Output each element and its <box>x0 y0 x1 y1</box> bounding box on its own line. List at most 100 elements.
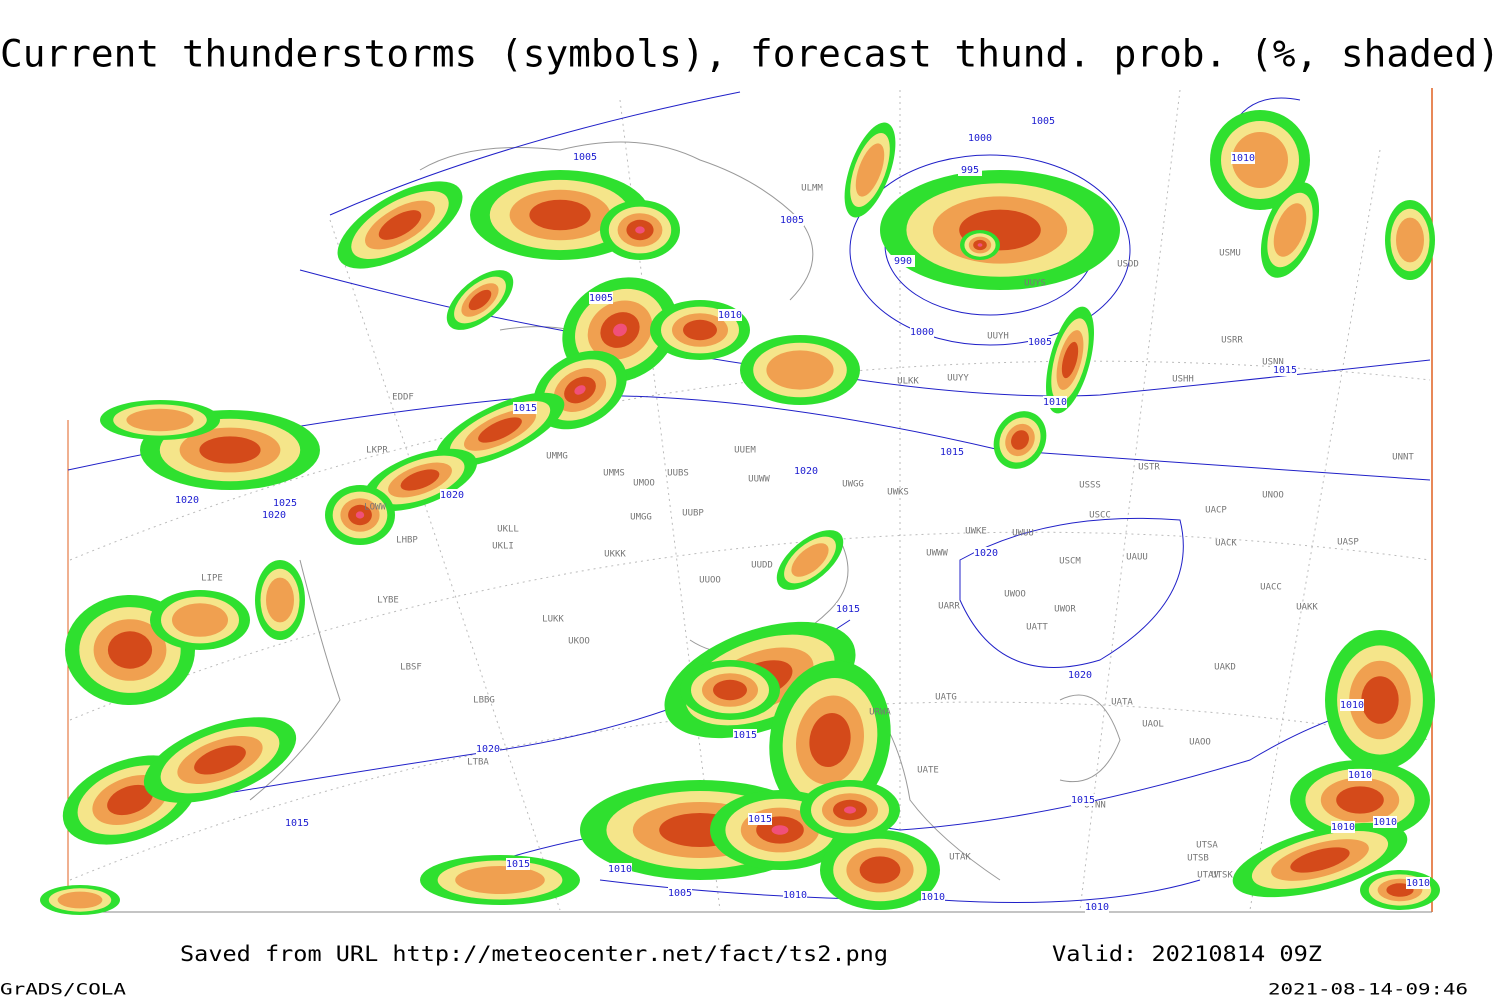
shade-level <box>194 745 246 775</box>
shade-level <box>1273 203 1307 257</box>
isobar-label-bg <box>1068 669 1092 681</box>
shade-level <box>1061 341 1079 379</box>
isobar-label-bg <box>589 292 613 304</box>
station-code: LBBG <box>473 696 495 706</box>
station-code: UAOO <box>1189 738 1211 748</box>
isobar-label: 1025 <box>273 498 297 509</box>
shade-level <box>1290 847 1350 873</box>
isobar-label-bg <box>273 497 297 509</box>
shade-level <box>455 866 545 894</box>
isobar-label: 1000 <box>968 133 992 144</box>
isobar-label-bg <box>285 817 309 829</box>
station-code: UKLL <box>497 525 519 535</box>
isobar-label: 1010 <box>1373 817 1397 828</box>
isobar-label-bg <box>794 465 818 477</box>
station-code: UUBP <box>682 509 704 519</box>
isobar-label-bg <box>1085 901 1109 913</box>
footer-software: GrADS/COLA <box>0 980 126 999</box>
isobar-label: 1015 <box>836 604 860 615</box>
map-labels: EDDF LKPR LOWW LHBP LIPE LYBE LBSF LBBG LTBA UKLL… <box>175 115 1430 913</box>
isobar-label-bg <box>440 489 464 501</box>
shade-level <box>977 243 983 247</box>
isobar-label-bg <box>1340 699 1364 711</box>
isobar-label: 1015 <box>748 814 772 825</box>
coastline <box>1059 694 1121 783</box>
station-code: USTR <box>1138 463 1160 473</box>
station-code: USCC <box>1089 511 1111 521</box>
isobar-label: 1010 <box>783 890 807 901</box>
station-code: UAOL <box>1142 720 1164 730</box>
station-code: UUYH <box>987 332 1009 342</box>
isobar-label-bg <box>1043 396 1067 408</box>
isobar <box>959 517 1184 668</box>
graticule-line <box>329 219 561 911</box>
station-code: UWOO <box>1004 590 1026 600</box>
isobar-label: 1010 <box>1043 397 1067 408</box>
isobar-label: 1005 <box>573 152 597 163</box>
isobar-label-bg <box>1373 816 1397 828</box>
station-code: USCM <box>1059 557 1081 567</box>
shade-level <box>635 226 645 234</box>
station-code: USDD <box>1117 260 1139 270</box>
shade-level <box>1011 430 1029 450</box>
map-area: EDDF LKPR LOWW LHBP LIPE LYBE LBSF LBBG LTBA UKLL… <box>40 88 1440 915</box>
projection-area <box>68 88 1432 912</box>
isobar-label: 1015 <box>513 403 537 414</box>
isobar-label-bg <box>780 214 804 226</box>
station-code: UATG <box>935 693 957 703</box>
isobar-label: 1015 <box>1071 795 1095 806</box>
graticule <box>69 89 1431 911</box>
shade-level <box>107 784 153 816</box>
isobar-label-bg <box>1348 769 1372 781</box>
probability-shading <box>40 110 1440 915</box>
station-code: UMMG <box>546 452 568 462</box>
station-code: UKOO <box>568 637 590 647</box>
station-code: URWA <box>869 708 891 718</box>
isobar-label: 1020 <box>794 466 818 477</box>
station-code: LIPE <box>201 574 223 584</box>
station-code: UWKS <box>887 488 909 498</box>
station-code: UACC <box>1260 583 1282 593</box>
station-code: UTSB <box>1187 854 1209 864</box>
station-code: UUWW <box>748 475 770 485</box>
isobar-label: 1010 <box>1406 878 1430 889</box>
shade-level <box>771 825 789 835</box>
station-code: USSS <box>1079 481 1101 491</box>
station-code: UATA <box>1111 698 1133 708</box>
isobar-label-bg <box>1406 877 1430 889</box>
station-code: UASP <box>1337 538 1359 548</box>
shade-level <box>529 199 591 231</box>
isobar-label: 1015 <box>285 818 309 829</box>
station-code: UUEM <box>734 446 756 456</box>
isobar-label-bg <box>940 446 964 458</box>
shade-level <box>613 323 627 337</box>
title: Current thunderstorms (symbols), forecas… <box>0 33 1500 76</box>
isobar-label: 1005 <box>589 293 613 304</box>
isobar-label: 995 <box>961 165 979 176</box>
station-code: UACK <box>1215 539 1237 549</box>
shade-level <box>574 385 586 395</box>
isobar-label-bg <box>175 494 199 506</box>
isobar-label: 1020 <box>262 510 286 521</box>
isobar-label: 1010 <box>1340 700 1364 711</box>
station-code: UARR <box>938 602 960 612</box>
station-code: UUBS <box>667 469 689 479</box>
station-code: UUDD <box>751 561 773 571</box>
shade-level <box>766 350 834 390</box>
station-code: UTAV <box>1197 871 1219 881</box>
station-code: LUKK <box>542 615 564 625</box>
isobar-label-bg <box>573 151 597 163</box>
shade-level <box>1396 217 1424 263</box>
isobar-label: 1015 <box>1273 365 1297 376</box>
graticule-line <box>1249 149 1381 911</box>
shade-level <box>809 712 851 768</box>
shade-level <box>855 143 885 197</box>
station-code: UWUU <box>1012 529 1034 539</box>
station-code: UNNT <box>1392 453 1414 463</box>
isobar-label-bg <box>1231 152 1255 164</box>
shade-level <box>478 417 522 443</box>
shade-level <box>468 289 492 311</box>
station-code: EDDF <box>392 393 414 403</box>
isobar-label-bg <box>958 164 982 176</box>
